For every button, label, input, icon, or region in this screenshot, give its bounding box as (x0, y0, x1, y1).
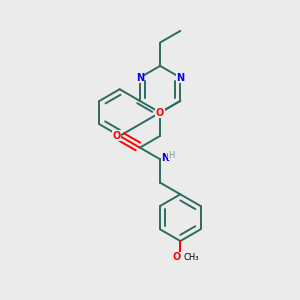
Text: CH₃: CH₃ (183, 253, 199, 262)
Text: N: N (176, 73, 184, 82)
Text: N: N (136, 73, 144, 82)
Text: O: O (172, 252, 180, 262)
Text: O: O (156, 108, 164, 118)
Text: N: N (162, 153, 170, 163)
Text: O: O (112, 131, 121, 141)
Text: H: H (168, 151, 175, 160)
